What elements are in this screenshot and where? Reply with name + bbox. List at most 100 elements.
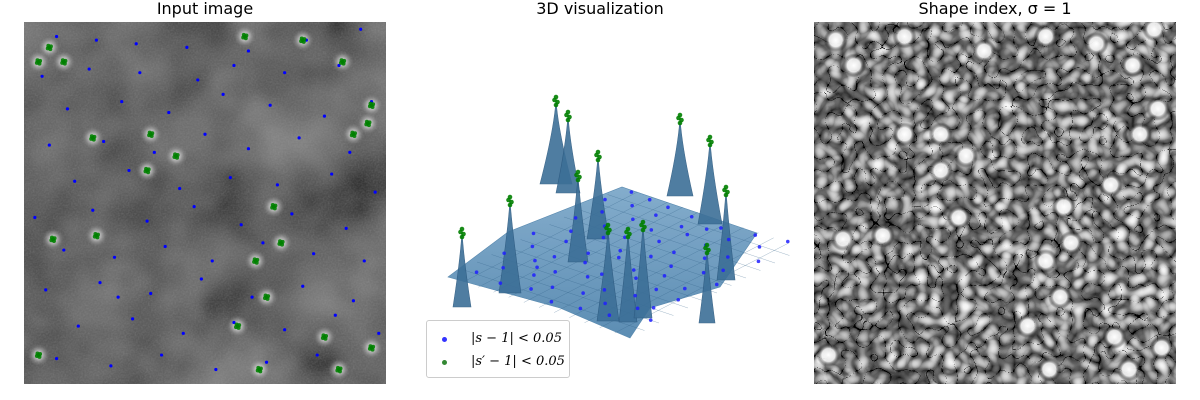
blue-point xyxy=(348,150,352,154)
blue-point xyxy=(344,226,348,230)
surface-peak xyxy=(697,139,723,225)
blue-point xyxy=(47,143,51,147)
input-image-green-points xyxy=(34,32,376,374)
blue-point xyxy=(756,259,761,264)
green-point xyxy=(337,369,342,374)
blue-point xyxy=(662,274,667,278)
green-point xyxy=(243,36,248,41)
blue-point xyxy=(719,226,723,230)
green-point xyxy=(35,351,40,356)
green-point xyxy=(677,120,683,126)
blue-point xyxy=(112,255,117,259)
input-image-grain xyxy=(24,22,386,384)
green-point xyxy=(301,39,306,44)
green-point xyxy=(565,117,571,123)
shape-index-blob xyxy=(1102,324,1127,349)
green-point-cluster xyxy=(45,43,53,52)
blue-point xyxy=(138,71,142,75)
shape-index-blobs xyxy=(816,22,1174,382)
green-point xyxy=(35,58,40,63)
blue-point xyxy=(502,251,506,256)
shape-index-blob xyxy=(1037,357,1062,382)
blue-point xyxy=(127,168,131,173)
green-point-cluster xyxy=(338,58,347,66)
blue-point xyxy=(232,320,236,325)
green-point xyxy=(280,242,285,247)
green-point-cluster xyxy=(172,152,180,160)
blue-point xyxy=(631,217,635,222)
green-point xyxy=(175,155,180,160)
blue-point xyxy=(685,232,690,237)
blue-point xyxy=(634,276,638,280)
green-point-cluster xyxy=(34,351,43,359)
blue-point xyxy=(210,259,214,263)
blue-point xyxy=(648,318,653,322)
blue-point xyxy=(553,270,557,274)
green-point xyxy=(49,235,54,240)
shape-index-blob xyxy=(1120,53,1145,78)
surface-blue-points xyxy=(474,190,790,322)
green-point-cluster xyxy=(147,130,155,139)
green-point xyxy=(507,202,513,208)
shape-index-blob xyxy=(972,38,997,63)
blue-point xyxy=(666,205,670,210)
blue-point xyxy=(149,291,153,296)
blue-point xyxy=(330,172,334,176)
shape-index-blob xyxy=(892,122,917,147)
blue-point xyxy=(552,254,557,259)
blue-point xyxy=(689,214,694,219)
green-point xyxy=(252,257,257,262)
green-peak-cluster xyxy=(458,226,466,240)
3d-visualization-panel xyxy=(447,94,790,339)
green-point xyxy=(350,130,355,135)
blue-point xyxy=(246,49,251,53)
blue-point xyxy=(474,270,479,274)
blue-point xyxy=(726,237,731,242)
shape-index-blob xyxy=(946,205,971,230)
shape-index-blob xyxy=(928,158,953,183)
blue-point xyxy=(683,286,687,291)
blue-point xyxy=(54,34,59,39)
blue-point xyxy=(290,212,294,216)
blue-point xyxy=(533,258,537,263)
green-point xyxy=(321,333,326,338)
blue-point xyxy=(362,259,366,263)
green-point xyxy=(256,365,261,370)
blue-point xyxy=(530,244,535,249)
blue-point xyxy=(602,288,607,292)
blue-point xyxy=(701,270,706,275)
blue-point xyxy=(73,179,77,183)
blue-point xyxy=(181,331,185,335)
shape-index-blob xyxy=(1127,122,1152,147)
green-point-cluster xyxy=(92,231,100,240)
blue-point xyxy=(564,239,568,244)
blue-point xyxy=(152,150,156,154)
shape-index-blob xyxy=(841,53,866,78)
blue-point xyxy=(94,38,98,42)
blue-point xyxy=(377,331,381,335)
green-point xyxy=(595,157,601,163)
shape-index-blob xyxy=(830,227,855,252)
blue-point xyxy=(657,239,661,244)
green-point-cluster xyxy=(320,333,329,341)
green-point xyxy=(370,105,375,110)
blue-point xyxy=(40,74,44,78)
blue-point xyxy=(333,313,337,317)
green-point xyxy=(51,239,56,243)
green-peak-cluster xyxy=(624,226,632,240)
legend-label-s-prime: |s′ − 1| < 0.05 xyxy=(471,354,565,369)
green-point xyxy=(93,231,98,236)
blue-point xyxy=(578,306,583,311)
blue-point xyxy=(337,63,341,68)
blue-point xyxy=(676,297,681,302)
blue-point xyxy=(501,265,505,270)
blue-point xyxy=(714,282,719,287)
blue-point xyxy=(192,205,196,209)
shape-index-blob xyxy=(1098,172,1123,197)
blue-point xyxy=(351,299,356,303)
green-point xyxy=(265,296,270,301)
blue-point xyxy=(649,254,653,259)
blue-point xyxy=(98,281,102,285)
shape-index-blob xyxy=(1048,285,1073,310)
shape-index-blob xyxy=(928,122,953,147)
